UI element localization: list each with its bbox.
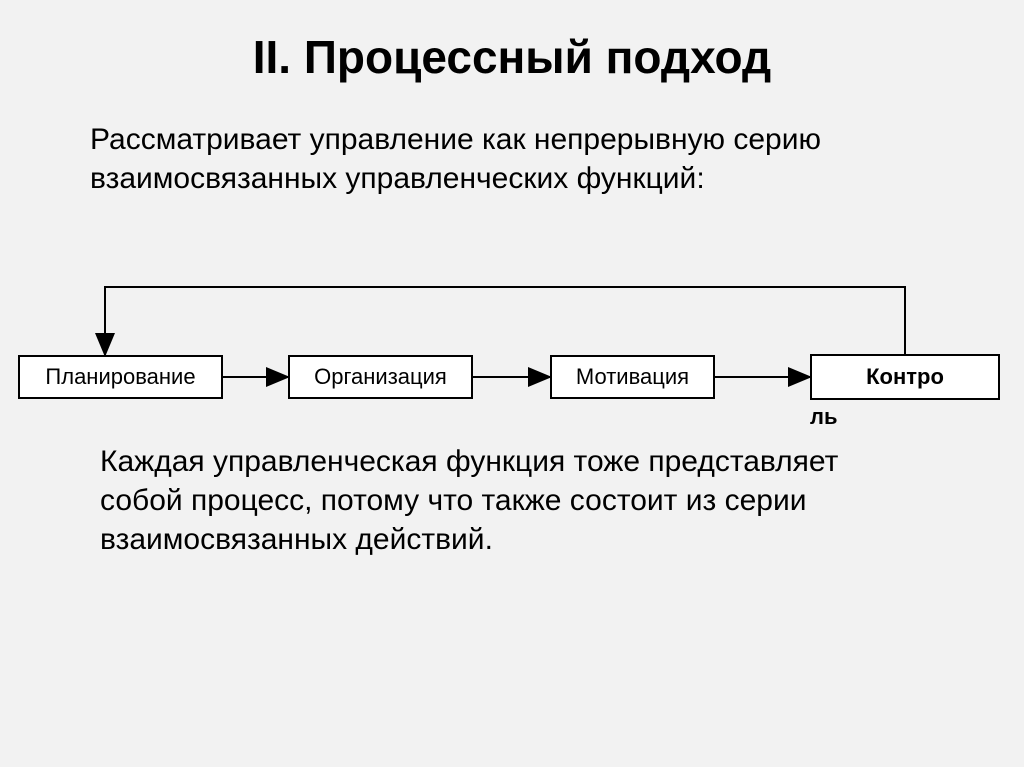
node-label-organization: Организация — [314, 364, 447, 390]
conclusion-text: Каждая управленческая функция тоже предс… — [100, 442, 920, 559]
page-title: II. Процессный подход — [0, 30, 1024, 84]
node-control: Контро — [810, 354, 1000, 400]
node-organization: Организация — [288, 355, 473, 399]
node-label-motivation: Мотивация — [576, 364, 689, 390]
node-label-control: Контро — [866, 364, 944, 390]
node-label-planning: Планирование — [45, 364, 195, 390]
node-motivation: Мотивация — [550, 355, 715, 399]
process-diagram: Планирование Организация Мотивация Контро ль — [0, 270, 1024, 440]
intro-text: Рассматривает управление как непрерывную… — [90, 120, 910, 198]
node-overflow-control: ль — [810, 404, 838, 430]
node-planning: Планирование — [18, 355, 223, 399]
